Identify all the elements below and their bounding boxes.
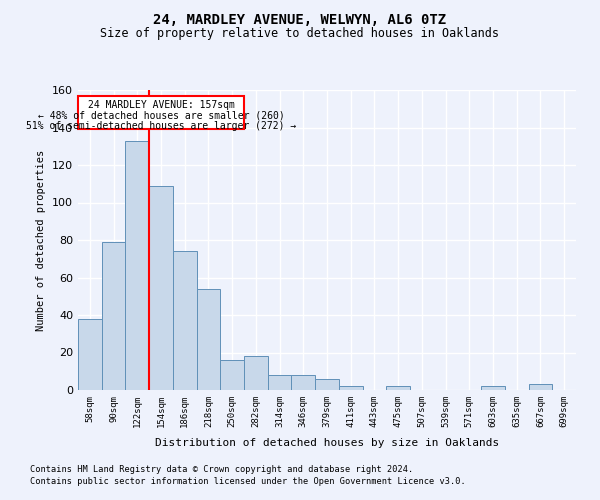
FancyBboxPatch shape: [79, 96, 244, 130]
Bar: [339, 386, 362, 390]
Bar: [481, 386, 505, 390]
Bar: [125, 140, 149, 390]
Bar: [149, 186, 173, 390]
Bar: [292, 375, 315, 390]
Y-axis label: Number of detached properties: Number of detached properties: [37, 150, 46, 330]
Text: Contains HM Land Registry data © Crown copyright and database right 2024.: Contains HM Land Registry data © Crown c…: [30, 465, 413, 474]
Bar: [386, 386, 410, 390]
Bar: [197, 289, 220, 390]
Text: 24 MARDLEY AVENUE: 157sqm: 24 MARDLEY AVENUE: 157sqm: [88, 100, 235, 110]
Text: 24, MARDLEY AVENUE, WELWYN, AL6 0TZ: 24, MARDLEY AVENUE, WELWYN, AL6 0TZ: [154, 12, 446, 26]
Bar: [315, 379, 339, 390]
Text: ← 48% of detached houses are smaller (260): ← 48% of detached houses are smaller (26…: [38, 110, 284, 120]
Bar: [220, 360, 244, 390]
Bar: [102, 242, 125, 390]
Bar: [268, 375, 292, 390]
Bar: [78, 319, 102, 390]
Text: 51% of semi-detached houses are larger (272) →: 51% of semi-detached houses are larger (…: [26, 121, 296, 131]
Text: Contains public sector information licensed under the Open Government Licence v3: Contains public sector information licen…: [30, 477, 466, 486]
Bar: [529, 384, 552, 390]
Bar: [173, 251, 197, 390]
Bar: [244, 356, 268, 390]
Text: Distribution of detached houses by size in Oaklands: Distribution of detached houses by size …: [155, 438, 499, 448]
Text: Size of property relative to detached houses in Oaklands: Size of property relative to detached ho…: [101, 28, 499, 40]
